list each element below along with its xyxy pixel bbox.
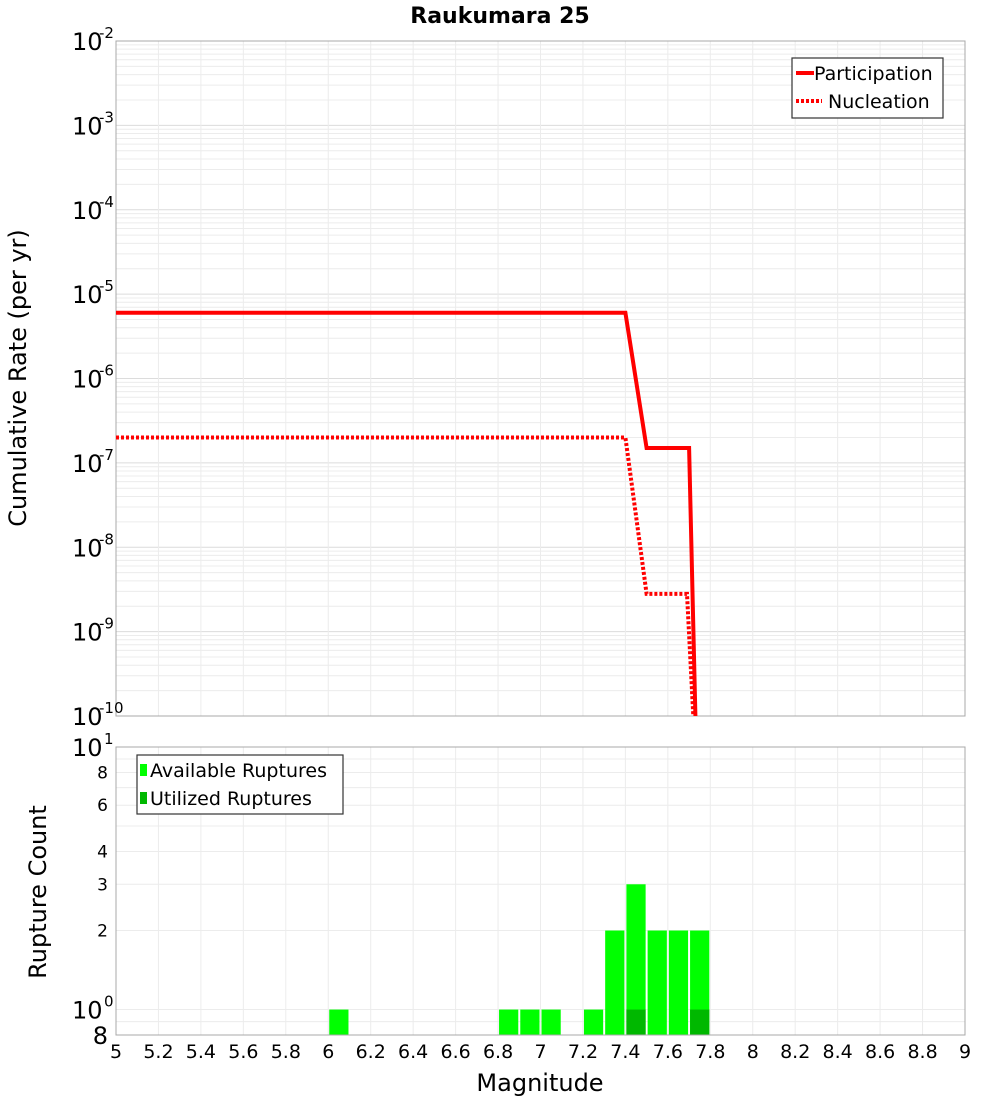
bottom-y-tick-label: 4 xyxy=(97,842,108,862)
x-tick-label: 5.6 xyxy=(228,1041,258,1063)
x-tick-label: 5.4 xyxy=(186,1041,216,1063)
nucleation-legend-label: Nucleation xyxy=(828,91,930,113)
bottom-y-tick-label: 8 xyxy=(93,1022,108,1050)
available-rupture-bar xyxy=(626,884,646,1035)
bottom-y-tick-label: 6 xyxy=(97,796,108,816)
top-y-tick-label: 10 xyxy=(72,366,103,394)
available-rupture-bar xyxy=(329,1009,349,1035)
available-legend-swatch xyxy=(140,764,147,776)
top-y-tick-exponent: -10 xyxy=(99,699,124,717)
x-tick-label: 6 xyxy=(322,1041,334,1063)
bottom-legend: Available Ruptures Utilized Ruptures xyxy=(136,754,344,815)
top-y-tick-exponent: -6 xyxy=(99,362,114,380)
top-plot-y-tick-labels: 10-210-310-410-510-610-710-810-910-10 xyxy=(72,24,124,731)
utilized-legend-swatch xyxy=(140,792,147,804)
top-legend: Participation Nucleation xyxy=(791,57,944,119)
available-rupture-bar xyxy=(520,1009,540,1035)
top-y-tick-exponent: -2 xyxy=(99,24,114,42)
available-rupture-bar xyxy=(499,1009,519,1035)
x-tick-label: 6.6 xyxy=(440,1041,470,1063)
available-legend-label: Available Ruptures xyxy=(150,760,327,782)
x-tick-label: 5 xyxy=(110,1041,122,1063)
x-tick-label: 9 xyxy=(959,1041,971,1063)
x-tick-label: 5.2 xyxy=(143,1041,173,1063)
top-y-tick-label: 10 xyxy=(72,112,103,140)
x-tick-label: 7.8 xyxy=(695,1041,725,1063)
top-y-tick-label: 10 xyxy=(72,450,103,478)
top-legend-box xyxy=(791,57,944,119)
nucleation-line xyxy=(116,435,696,717)
top-y-tick-label: 10 xyxy=(72,534,103,562)
utilized-rupture-bar xyxy=(626,1009,646,1035)
utilized-legend-label: Utilized Ruptures xyxy=(150,788,312,810)
x-tick-label: 8.6 xyxy=(865,1041,895,1063)
x-tick-label: 8.8 xyxy=(907,1041,937,1063)
x-tick-label: 7.4 xyxy=(610,1041,640,1063)
x-tick-label: 8.4 xyxy=(823,1041,853,1063)
x-tick-label: 6.2 xyxy=(356,1041,386,1063)
bottom-y-tick-label: 10 xyxy=(72,997,103,1025)
x-tick-label: 6.4 xyxy=(398,1041,428,1063)
top-y-axis-label: Cumulative Rate (per yr) xyxy=(4,229,32,527)
bottom-y-tick-exponent: 1 xyxy=(104,730,114,748)
available-rupture-bar xyxy=(668,930,689,1035)
top-y-tick-label: 10 xyxy=(72,197,103,225)
available-rupture-bar xyxy=(605,930,625,1035)
top-y-tick-exponent: -8 xyxy=(99,530,114,548)
x-tick-label: 7.6 xyxy=(653,1041,683,1063)
available-rupture-bar xyxy=(647,930,667,1035)
x-tick-label: 6.8 xyxy=(483,1041,513,1063)
bottom-y-tick-label: 3 xyxy=(97,875,108,895)
top-plot-frame xyxy=(115,40,966,717)
top-y-tick-label: 10 xyxy=(72,281,103,309)
utilized-rupture-bar xyxy=(690,1009,710,1035)
chart-title: Raukumara 25 xyxy=(410,4,589,29)
top-y-tick-exponent: -7 xyxy=(99,446,114,464)
top-y-tick-label: 10 xyxy=(72,703,103,731)
top-y-tick-label: 10 xyxy=(72,28,103,56)
available-rupture-bar xyxy=(583,1009,604,1035)
x-tick-label: 5.8 xyxy=(271,1041,301,1063)
available-rupture-bar xyxy=(690,930,710,1035)
bottom-y-tick-label: 2 xyxy=(97,922,108,942)
x-tick-label: 7.2 xyxy=(568,1041,598,1063)
top-plot-gridlines xyxy=(115,41,966,717)
bottom-y-axis-label: Rupture Count xyxy=(24,805,52,979)
top-y-tick-exponent: -4 xyxy=(99,193,114,211)
bottom-plot-bars xyxy=(329,884,710,1035)
x-axis-label: Magnitude xyxy=(476,1069,603,1097)
top-y-tick-exponent: -5 xyxy=(99,277,114,295)
x-tick-label: 7 xyxy=(534,1041,546,1063)
participation-line xyxy=(116,310,698,717)
available-rupture-bar xyxy=(541,1009,561,1035)
bottom-plot-x-tick-labels: 5 5.2 5.4 5.6 5.8 6 6.2 6.4 6.6 6.8 7 7.2 7.4 7.6 7.8 8… xyxy=(110,1041,971,1063)
top-y-tick-exponent: -3 xyxy=(99,108,114,126)
top-plot-series xyxy=(116,310,698,717)
bottom-y-tick-exponent: 0 xyxy=(104,993,114,1011)
bottom-y-tick-label: 10 xyxy=(72,734,103,762)
bottom-plot-frame xyxy=(115,746,966,1036)
x-tick-label: 8 xyxy=(747,1041,759,1063)
participation-legend-label: Participation xyxy=(814,63,933,85)
top-y-tick-exponent: -9 xyxy=(99,615,114,633)
bottom-legend-box xyxy=(136,754,344,815)
top-y-tick-label: 10 xyxy=(72,619,103,647)
x-tick-label: 8.2 xyxy=(780,1041,810,1063)
bottom-y-tick-label: 8 xyxy=(97,763,108,783)
